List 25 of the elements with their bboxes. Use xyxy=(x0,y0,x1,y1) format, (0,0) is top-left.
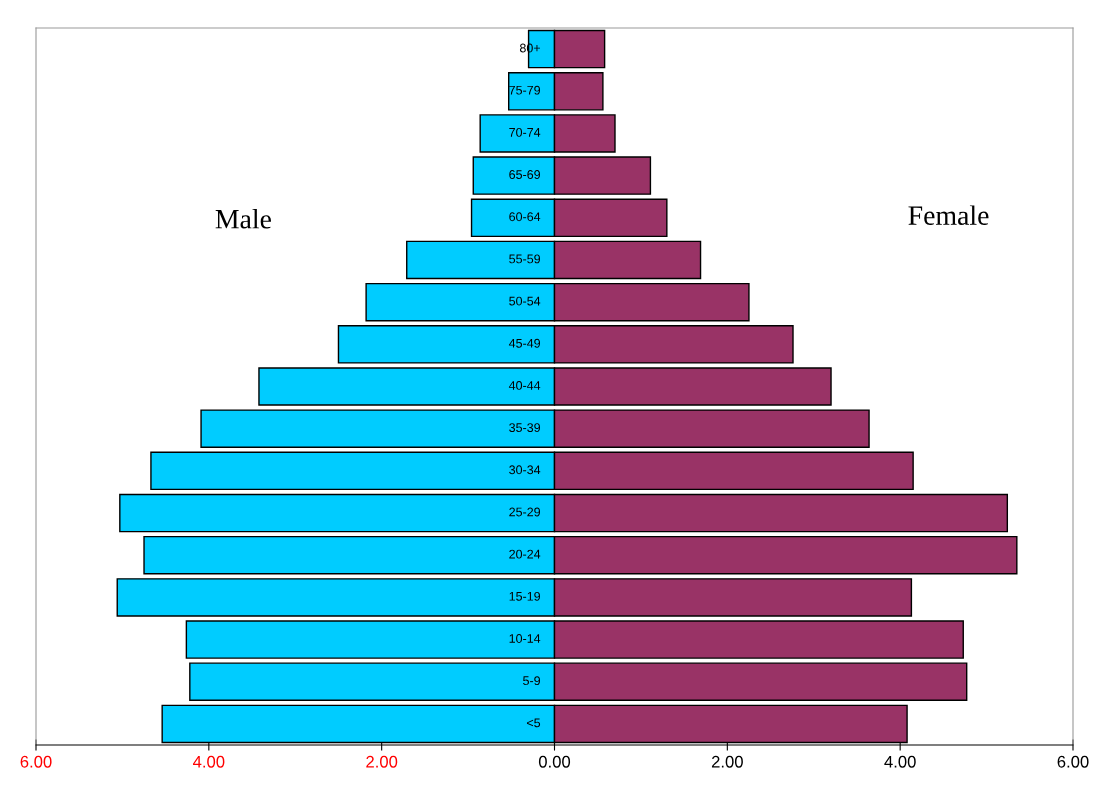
y-tick-label: 5-9 xyxy=(523,676,541,686)
y-tick-label: 40-44 xyxy=(508,381,541,390)
y-tick-label: 45-49 xyxy=(508,338,541,348)
x-tick-label: 0.00 xyxy=(538,755,571,768)
x-tick-label: 4.00 xyxy=(884,755,916,768)
y-tick-label: 35-39 xyxy=(509,423,541,433)
y-tick-label: 55-59 xyxy=(509,254,541,264)
y-tick-label: 65-69 xyxy=(509,170,541,179)
x-tick-label: 2.00 xyxy=(711,755,743,768)
y-tick-label: 25-29 xyxy=(509,507,541,517)
y-tick-label: 75-79 xyxy=(509,85,541,95)
y-tick-label: 50-54 xyxy=(509,296,541,306)
x-tick-label: 2.00 xyxy=(366,755,398,768)
x-tick-label: 6.00 xyxy=(1057,755,1089,768)
y-tick-label: 30-34 xyxy=(509,465,541,475)
y-tick-label: <5 xyxy=(526,718,541,728)
y-tick-label: 15-19 xyxy=(509,591,541,601)
y-tick-label: 60-64 xyxy=(509,212,541,222)
y-tick-label: 20-24 xyxy=(509,549,541,559)
annotation: Male xyxy=(215,208,271,229)
x-tick-label: 4.00 xyxy=(193,755,225,768)
x-tick-label: 6.00 xyxy=(20,755,52,768)
annotation: Female xyxy=(908,205,989,225)
y-tick-label: 70-74 xyxy=(509,127,541,137)
y-tick-label: 10-14 xyxy=(509,634,541,643)
